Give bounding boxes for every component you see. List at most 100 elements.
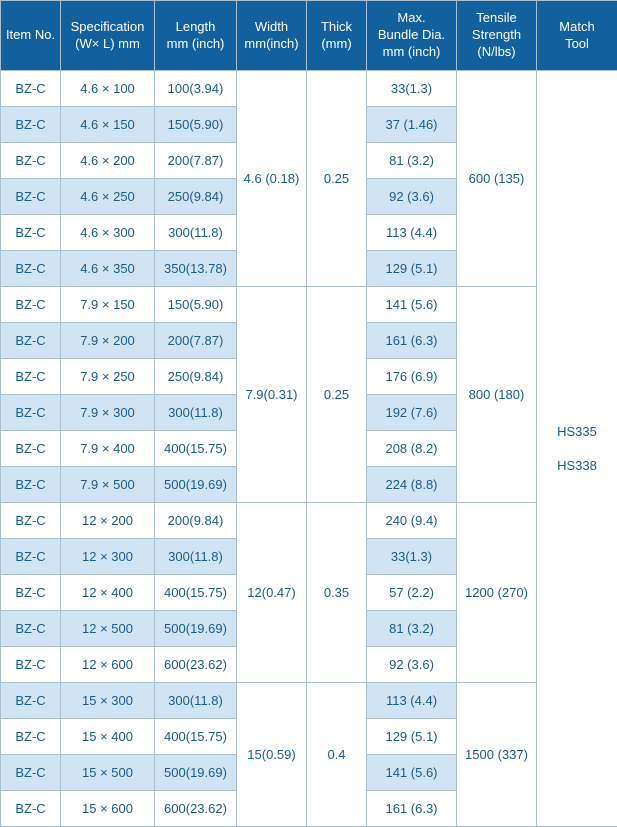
cell-item-no: BZ-C: [1, 503, 61, 539]
cell-specification: 7.9 × 250: [61, 359, 155, 395]
cell-thick: 0.25: [307, 287, 367, 503]
cell-length: 400(15.75): [155, 431, 237, 467]
cell-item-no: BZ-C: [1, 395, 61, 431]
cell-max-bundle-dia: 141 (5.6): [367, 755, 457, 791]
cell-max-bundle-dia: 161 (6.3): [367, 323, 457, 359]
cell-item-no: BZ-C: [1, 215, 61, 251]
cell-max-bundle-dia: 176 (6.9): [367, 359, 457, 395]
header-width: Widthmm(inch): [237, 1, 307, 71]
cell-max-bundle-dia: 141 (5.6): [367, 287, 457, 323]
cell-item-no: BZ-C: [1, 467, 61, 503]
cell-length: 150(5.90): [155, 287, 237, 323]
cell-length: 250(9.84): [155, 179, 237, 215]
cell-max-bundle-dia: 129 (5.1): [367, 719, 457, 755]
table-row: BZ-C12 × 200200(9.84)12(0.47)0.35240 (9.…: [1, 503, 617, 539]
cell-length: 250(9.84): [155, 359, 237, 395]
cell-max-bundle-dia: 113 (4.4): [367, 215, 457, 251]
cell-item-no: BZ-C: [1, 611, 61, 647]
cell-match-tool: HS335HS338: [537, 71, 617, 827]
cell-width: 7.9(0.31): [237, 287, 307, 503]
match-tool-line: HS335: [537, 415, 617, 449]
cell-specification: 4.6 × 200: [61, 143, 155, 179]
cell-length: 300(11.8): [155, 395, 237, 431]
cell-length: 150(5.90): [155, 107, 237, 143]
cell-length: 200(7.87): [155, 143, 237, 179]
cell-specification: 4.6 × 150: [61, 107, 155, 143]
match-tool-line: HS338: [537, 449, 617, 483]
cell-specification: 12 × 300: [61, 539, 155, 575]
header-match-tool: MatchTool: [537, 1, 617, 71]
cell-specification: 7.9 × 300: [61, 395, 155, 431]
header-length: Lengthmm (inch): [155, 1, 237, 71]
cell-item-no: BZ-C: [1, 71, 61, 107]
cell-length: 100(3.94): [155, 71, 237, 107]
cell-item-no: BZ-C: [1, 359, 61, 395]
cell-specification: 7.9 × 400: [61, 431, 155, 467]
table-body: BZ-C4.6 × 100100(3.94)4.6 (0.18)0.2533(1…: [1, 71, 617, 827]
cell-item-no: BZ-C: [1, 431, 61, 467]
cell-length: 400(15.75): [155, 719, 237, 755]
cell-item-no: BZ-C: [1, 323, 61, 359]
cell-specification: 12 × 500: [61, 611, 155, 647]
cell-item-no: BZ-C: [1, 179, 61, 215]
cell-length: 600(23.62): [155, 647, 237, 683]
cell-length: 300(11.8): [155, 683, 237, 719]
cell-item-no: BZ-C: [1, 251, 61, 287]
cell-item-no: BZ-C: [1, 143, 61, 179]
cell-length: 300(11.8): [155, 215, 237, 251]
cell-max-bundle-dia: 33(1.3): [367, 539, 457, 575]
cell-max-bundle-dia: 37 (1.46): [367, 107, 457, 143]
cell-max-bundle-dia: 192 (7.6): [367, 395, 457, 431]
cell-tensile-strength: 1500 (337): [457, 683, 537, 827]
cell-item-no: BZ-C: [1, 107, 61, 143]
cell-max-bundle-dia: 81 (3.2): [367, 143, 457, 179]
cell-max-bundle-dia: 208 (8.2): [367, 431, 457, 467]
table-row: BZ-C4.6 × 100100(3.94)4.6 (0.18)0.2533(1…: [1, 71, 617, 107]
cell-length: 400(15.75): [155, 575, 237, 611]
cell-item-no: BZ-C: [1, 539, 61, 575]
cell-item-no: BZ-C: [1, 719, 61, 755]
cell-thick: 0.35: [307, 503, 367, 683]
cell-tensile-strength: 600 (135): [457, 71, 537, 287]
cell-max-bundle-dia: 81 (3.2): [367, 611, 457, 647]
cell-length: 500(19.69): [155, 755, 237, 791]
cell-specification: 15 × 500: [61, 755, 155, 791]
cell-item-no: BZ-C: [1, 683, 61, 719]
header-tensile-strength: TensileStrength(N/lbs): [457, 1, 537, 71]
cell-tensile-strength: 1200 (270): [457, 503, 537, 683]
cell-width: 15(0.59): [237, 683, 307, 827]
cell-max-bundle-dia: 92 (3.6): [367, 647, 457, 683]
cell-specification: 12 × 200: [61, 503, 155, 539]
header-item-no: Item No.: [1, 1, 61, 71]
cell-max-bundle-dia: 33(1.3): [367, 71, 457, 107]
cell-length: 500(19.69): [155, 611, 237, 647]
cell-tensile-strength: 800 (180): [457, 287, 537, 503]
cell-specification: 4.6 × 350: [61, 251, 155, 287]
cell-specification: 7.9 × 200: [61, 323, 155, 359]
cell-specification: 4.6 × 250: [61, 179, 155, 215]
cell-specification: 12 × 600: [61, 647, 155, 683]
cell-specification: 4.6 × 100: [61, 71, 155, 107]
cell-width: 4.6 (0.18): [237, 71, 307, 287]
cell-max-bundle-dia: 129 (5.1): [367, 251, 457, 287]
cell-specification: 15 × 400: [61, 719, 155, 755]
cell-specification: 7.9 × 150: [61, 287, 155, 323]
cell-item-no: BZ-C: [1, 575, 61, 611]
header-thick: Thick(mm): [307, 1, 367, 71]
cell-specification: 15 × 300: [61, 683, 155, 719]
spec-table: Item No. Specification(W× L) mm Lengthmm…: [0, 0, 617, 827]
cell-width: 12(0.47): [237, 503, 307, 683]
table-header: Item No. Specification(W× L) mm Lengthmm…: [1, 1, 617, 71]
header-max-bundle-dia: Max.Bundle Dia.mm (inch): [367, 1, 457, 71]
cell-max-bundle-dia: 224 (8.8): [367, 467, 457, 503]
cell-max-bundle-dia: 240 (9.4): [367, 503, 457, 539]
cell-item-no: BZ-C: [1, 647, 61, 683]
cell-max-bundle-dia: 113 (4.4): [367, 683, 457, 719]
cell-length: 200(9.84): [155, 503, 237, 539]
cell-thick: 0.25: [307, 71, 367, 287]
cell-specification: 7.9 × 500: [61, 467, 155, 503]
cell-length: 300(11.8): [155, 539, 237, 575]
table-row: BZ-C15 × 300300(11.8)15(0.59)0.4113 (4.4…: [1, 683, 617, 719]
cell-max-bundle-dia: 92 (3.6): [367, 179, 457, 215]
cell-specification: 4.6 × 300: [61, 215, 155, 251]
